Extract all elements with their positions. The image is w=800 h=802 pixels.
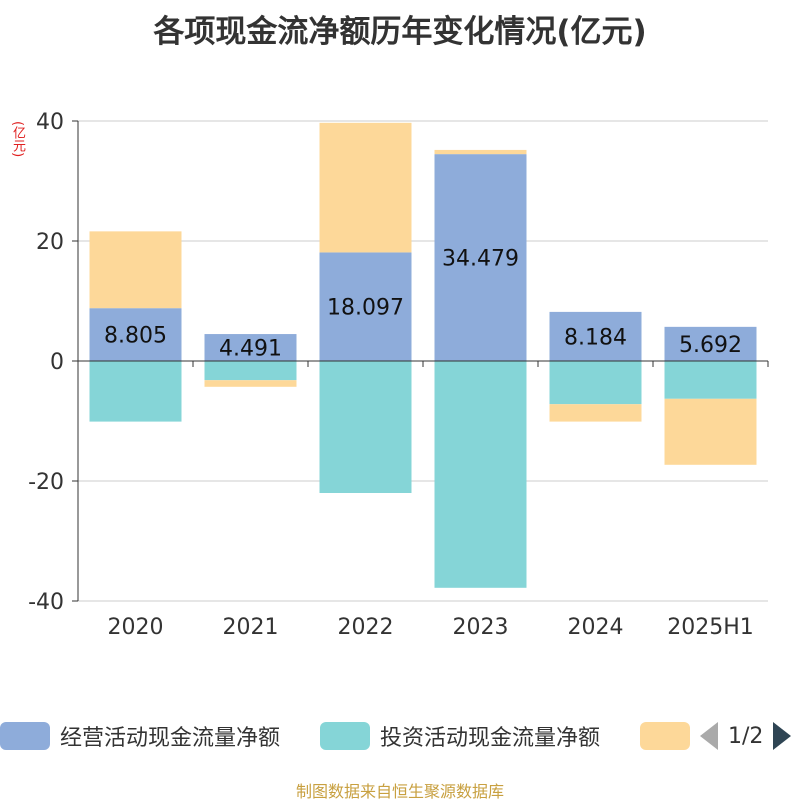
legend-item-third[interactable]	[640, 716, 700, 756]
bar-series1-2023	[434, 361, 527, 588]
legend: 经营活动现金流量净额 投资活动现金流量净额	[0, 716, 800, 756]
bar-series2-2021	[204, 380, 297, 387]
y-tick-label: 40	[36, 110, 64, 135]
x-tick-label: 2020	[108, 615, 164, 640]
legend-label-investing: 投资活动现金流量净额	[380, 726, 601, 751]
data-label: 5.692	[679, 333, 742, 358]
x-tick-label: 2023	[453, 615, 509, 640]
bar-series2-2022	[319, 122, 412, 253]
bar-series1-2020	[89, 361, 182, 422]
legend-prev-page-icon[interactable]	[700, 722, 718, 750]
legend-swatch-investing	[320, 722, 370, 750]
data-source-note: 制图数据来自恒生聚源数据库	[295, 782, 504, 801]
data-label: 18.097	[327, 296, 404, 321]
data-label: 34.479	[442, 247, 519, 272]
bar-series2-2023	[434, 149, 527, 155]
bar-series0-2024	[549, 311, 642, 361]
bar-chart: 40 20 0 -20 -40 8.805 4.491 18.097 34.479 8.184 5.…	[28, 110, 769, 640]
bar-series1-2021	[204, 361, 297, 381]
y-tick-label: -40	[28, 590, 64, 615]
legend-swatch-third	[640, 722, 690, 750]
bar-series1-2025H1	[664, 361, 757, 399]
bar-series2-2024	[549, 404, 642, 422]
x-tick-label: 2024	[568, 615, 624, 640]
bar-series2-2025H1	[664, 398, 757, 465]
y-tick-label: 0	[50, 350, 64, 375]
y-tick-label: -20	[28, 470, 64, 495]
data-label: 8.805	[104, 324, 167, 349]
bar-series0-2025H1	[664, 326, 757, 361]
x-tick-label: 2022	[338, 615, 394, 640]
bar-series2-2020	[89, 231, 182, 309]
bar-series0-2020	[89, 308, 182, 361]
bar-series0-2021	[204, 334, 297, 361]
bar-series0-2022	[319, 252, 412, 361]
legend-swatch-operating	[0, 722, 50, 750]
bar-series1-2024	[549, 361, 642, 405]
x-tick-label: 2021	[223, 615, 279, 640]
legend-next-page-icon[interactable]	[773, 722, 792, 750]
legend-item-investing[interactable]: 投资活动现金流量净额	[320, 716, 600, 756]
y-tick-label: 20	[36, 230, 64, 255]
data-label: 8.184	[564, 325, 627, 350]
legend-page-indicator: 1/2	[728, 723, 764, 749]
legend-pager: 1/2	[700, 716, 792, 756]
legend-label-operating: 经营活动现金流量净额	[60, 726, 281, 751]
data-label: 4.491	[219, 337, 282, 362]
x-tick-label: 2025H1	[667, 615, 754, 640]
y-axis-unit-label: (亿元)	[10, 121, 25, 158]
bar-series0-2023	[434, 154, 527, 361]
legend-item-operating[interactable]: 经营活动现金流量净额	[0, 716, 280, 756]
bar-series1-2022	[319, 361, 412, 493]
chart-title: 各项现金流净额历年变化情况(亿元)	[153, 14, 647, 50]
